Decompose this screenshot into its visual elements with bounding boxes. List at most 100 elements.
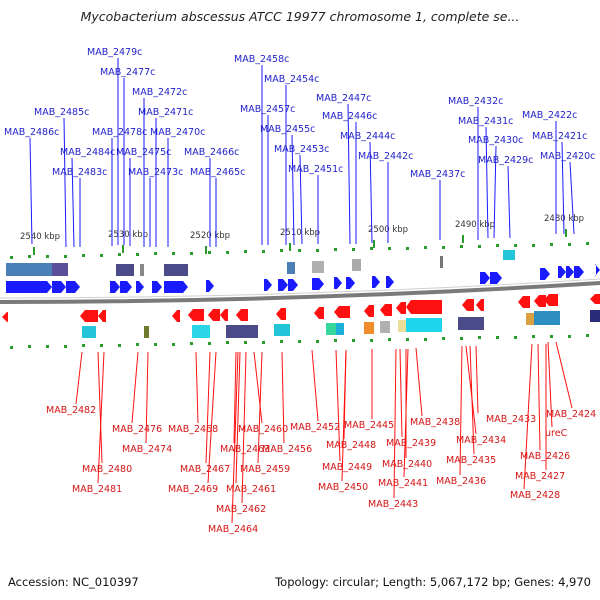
protein-domain-block: [287, 262, 295, 274]
forward-gene-label: MAB_2453c: [274, 144, 329, 155]
reverse-gene-leader-line: [235, 351, 241, 484]
forward-gene-label: MAB_2442c: [358, 151, 413, 162]
tick-dot: [352, 248, 355, 251]
tick-dot: [154, 252, 157, 255]
forward-gene-label: MAB_2473c: [128, 167, 183, 178]
tick-dot: [262, 341, 265, 344]
reverse-gene-arrow: [476, 299, 484, 311]
forward-gene-label: MAB_2451c: [288, 164, 343, 175]
forward-gene-arrow: [372, 276, 380, 288]
tick-dot: [64, 345, 67, 348]
reverse-gene-leader-line: [335, 349, 341, 462]
reverse-gene-label: MAB_2424: [546, 409, 596, 420]
forward-gene-label: MAB_2454c: [264, 74, 319, 85]
reverse-gene-arrow: [98, 310, 106, 322]
reverse-gene-label: MAB_2460: [238, 424, 288, 435]
scale-label: 2530 kbp: [108, 230, 148, 240]
tick-dot: [586, 242, 589, 245]
reverse-gene-leader-line: [465, 345, 477, 435]
tick-dot: [370, 339, 373, 342]
protein-domain-block: [192, 325, 210, 338]
reverse-gene-label: MAB_2456: [262, 444, 312, 455]
forward-gene-label: MAB_2431c: [458, 116, 513, 127]
reverse-gene-arrow: [314, 307, 324, 319]
tick-dot: [208, 342, 211, 345]
protein-domain-block: [326, 323, 336, 335]
tick-dot: [100, 344, 103, 347]
reverse-gene-leader-line: [145, 351, 149, 444]
reverse-gene-label: ureC: [545, 428, 568, 439]
reverse-gene-leader-line: [469, 345, 475, 455]
forward-gene-leader-line: [369, 141, 373, 244]
reverse-gene-arrow: [220, 309, 228, 321]
tick-dot: [280, 249, 283, 252]
reverse-gene-label: MAB_2468: [168, 424, 218, 435]
sequence-title: Mycobacterium abscessus ATCC 19977 chrom…: [80, 9, 520, 24]
tick-dot: [262, 250, 265, 253]
protein-domain-block: [52, 263, 68, 276]
forward-gene-label: MAB_2466c: [184, 147, 239, 158]
forward-gene-arrow: [52, 281, 66, 293]
forward-gene-arrow: [278, 279, 288, 291]
reverse-gene-label: MAB_2427: [515, 471, 565, 482]
forward-gene-label: MAB_2472c: [132, 87, 187, 98]
protein-domain-block: [144, 326, 149, 338]
reverse-gene-label: MAB_2480: [82, 464, 132, 475]
reverse-gene-arrow: [2, 312, 8, 322]
forward-gene-arrow: [264, 279, 272, 291]
forward-gene-label: MAB_2437c: [410, 169, 465, 180]
tick-dot: [298, 249, 301, 252]
tick-dot: [208, 251, 211, 254]
reverse-gene-label: MAB_2443: [368, 499, 418, 510]
forward-gene-label: MAB_2447c: [316, 93, 371, 104]
tick-dot: [496, 244, 499, 247]
reverse-gene-label: MAB_2448: [326, 440, 376, 451]
forward-gene-leader-line: [63, 117, 67, 248]
protein-domain-block: [226, 325, 258, 338]
tick-dot: [118, 253, 121, 256]
protein-domain-block: [364, 322, 374, 334]
forward-gene-arrow: [66, 281, 80, 293]
protein-domain-block: [534, 311, 560, 325]
reverse-gene-leader-line: [233, 351, 237, 444]
tick-dot: [298, 340, 301, 343]
reverse-gene-leader-line: [537, 343, 541, 451]
protein-domain-block: [526, 313, 534, 325]
tick-dot: [82, 254, 85, 257]
protein-domain-block: [352, 259, 361, 271]
reverse-gene-leader-line: [131, 351, 139, 424]
tick-dot: [280, 340, 283, 343]
reverse-gene-leader-line: [415, 347, 423, 417]
reverse-gene-leader-line: [195, 351, 199, 424]
forward-gene-arrow: [206, 280, 214, 292]
tick-dot: [244, 341, 247, 344]
tick-dot: [46, 345, 49, 348]
tick-dot: [154, 343, 157, 346]
reverse-gene-leader-line: [207, 351, 217, 484]
forward-gene-arrow: [595, 264, 600, 276]
tick-dot: [460, 245, 463, 248]
forward-gene-arrow: [110, 281, 120, 293]
reverse-gene-label: MAB_2463: [220, 444, 270, 455]
reverse-gene-arrow: [188, 309, 204, 321]
reverse-gene-label: MAB_2462: [216, 504, 266, 515]
tick-dot: [226, 341, 229, 344]
tick-dot: [10, 346, 13, 349]
reverse-gene-arrow: [462, 299, 474, 311]
reverse-gene-leader-line: [341, 349, 347, 482]
forward-gene-leader-line: [569, 161, 575, 235]
reverse-gene-leader-line: [459, 345, 463, 476]
reverse-gene-label: MAB_2445: [344, 420, 394, 431]
tick-dot: [100, 254, 103, 257]
forward-gene-leader-line: [485, 126, 489, 239]
reverse-gene-leader-line: [523, 343, 533, 490]
reverse-gene-label: MAB_2474: [122, 444, 172, 455]
tick-dot: [568, 243, 571, 246]
reverse-gene-leader-line: [547, 341, 553, 428]
reverse-gene-label: MAB_2440: [382, 459, 432, 470]
reverse-gene-arrow: [364, 305, 374, 317]
reverse-gene-leader-line: [399, 348, 403, 438]
reverse-gene-leader-line: [75, 351, 83, 405]
forward-gene-arrow: [288, 279, 298, 291]
forward-gene-leader-line: [291, 134, 295, 246]
